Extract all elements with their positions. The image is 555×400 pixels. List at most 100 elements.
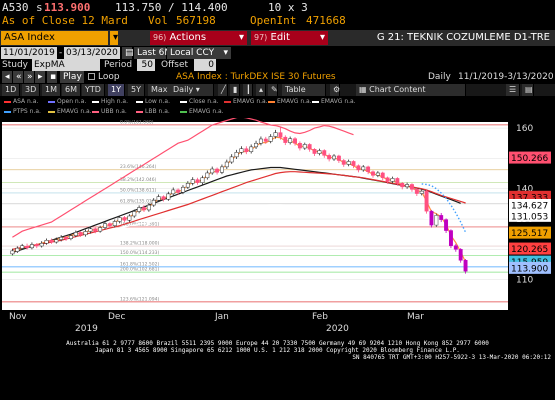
settings-icon[interactable]: ⚙ bbox=[330, 84, 340, 96]
legend-label: EMAVG n.a. bbox=[233, 98, 268, 105]
legend-item[interactable]: EMAVG n.a. bbox=[48, 107, 92, 116]
loop-checkbox[interactable]: Loop bbox=[88, 71, 120, 83]
study-select[interactable]: ExpMA bbox=[32, 59, 100, 71]
candle-body bbox=[366, 166, 371, 172]
currency-select[interactable]: Local CCY ▾ bbox=[167, 47, 231, 59]
candle-body bbox=[122, 217, 127, 221]
candle-body bbox=[405, 184, 410, 188]
legend-swatch bbox=[92, 100, 99, 103]
candle-body bbox=[239, 148, 244, 153]
draw-tool-icon[interactable]: ✎ bbox=[268, 84, 278, 96]
step-back-icon[interactable]: « bbox=[13, 71, 23, 83]
candle-body bbox=[463, 260, 468, 272]
legend-item[interactable]: UBB n.a. bbox=[92, 107, 127, 116]
legend-label: EMAVG n.a. bbox=[321, 98, 356, 105]
tab-max[interactable]: Max bbox=[148, 84, 172, 96]
candle-body bbox=[117, 217, 122, 222]
actions-label: Actions bbox=[169, 32, 207, 43]
candle-body bbox=[229, 156, 234, 163]
price-tag bbox=[509, 242, 551, 255]
legend-item[interactable]: LBB n.a. bbox=[136, 107, 170, 116]
edit-menu[interactable]: 97) Edit ▾ bbox=[251, 31, 328, 45]
candle-body bbox=[107, 223, 112, 226]
line-chart-icon[interactable]: ╱ bbox=[218, 84, 228, 96]
price-chart[interactable]: 0.0%(161.060) 23.6%(146.264) 38.2%(142.046… bbox=[0, 116, 555, 328]
legend-item[interactable]: EMAVG n.a. bbox=[312, 97, 356, 106]
period-label: Period bbox=[104, 60, 133, 70]
candle-body bbox=[78, 232, 83, 236]
price-tag-label: 134.627 bbox=[511, 202, 548, 212]
fib-level-label: 50.0%(138.611) bbox=[120, 187, 157, 193]
candle-chart-icon[interactable]: ┃ bbox=[243, 84, 253, 96]
quote-subheader: As of Close 12 Mard Vol 567198 OpenInt 4… bbox=[0, 14, 555, 28]
toolbar: ASA Index ▾ 96) Actions ▾ 97) Edit ▾ G 2… bbox=[0, 30, 555, 46]
x-month-label: Mar bbox=[407, 312, 424, 322]
legend-swatch bbox=[4, 110, 11, 113]
legend-item[interactable]: EMAVG n.a. bbox=[180, 107, 224, 116]
tab-6m[interactable]: 6M bbox=[62, 84, 81, 96]
tab-ytd[interactable]: YTD bbox=[82, 84, 105, 96]
price-tag-label: 120.265 bbox=[511, 245, 548, 255]
chart-menu-icon[interactable]: ☰ bbox=[506, 84, 520, 96]
candle-body bbox=[93, 228, 98, 232]
offset-label: Offset bbox=[161, 60, 189, 70]
rewind-icon[interactable]: ◂ bbox=[2, 71, 12, 83]
period-input[interactable]: 50 bbox=[137, 59, 155, 71]
candle-body bbox=[336, 155, 341, 161]
legend-item[interactable]: Open n.a. bbox=[48, 97, 86, 106]
mountain-chart-icon[interactable]: ▴ bbox=[256, 84, 266, 96]
legend-item[interactable]: PTPS n.a. bbox=[4, 107, 41, 116]
candle-body bbox=[39, 243, 44, 247]
legend-item[interactable]: Low n.a. bbox=[136, 97, 170, 106]
tab-bar: 1D 3D 1M 6M YTD 1Y 5Y Max Daily ▾ ╱ ▮ ┃ … bbox=[0, 84, 555, 96]
security-dropdown-icon[interactable]: ▾ bbox=[110, 31, 118, 45]
candle-body bbox=[346, 161, 351, 165]
tab-1y[interactable]: 1Y bbox=[108, 84, 125, 96]
legend-item[interactable]: High n.a. bbox=[92, 97, 128, 106]
frequency-dropdown[interactable]: Daily ▾ bbox=[170, 84, 214, 96]
pause-icon[interactable]: ▪ bbox=[47, 71, 57, 83]
candle-body bbox=[288, 138, 293, 143]
legend-item[interactable]: Close n.a. bbox=[180, 97, 219, 106]
chevron-down-icon: ▾ bbox=[319, 32, 325, 43]
candle-body bbox=[15, 247, 20, 252]
tab-5y[interactable]: 5Y bbox=[128, 84, 145, 96]
chevron-down-icon: ▾ bbox=[223, 48, 228, 58]
legend-swatch bbox=[136, 110, 143, 113]
chart-content-button[interactable]: ▦ Chart Content bbox=[356, 84, 466, 96]
candle-body bbox=[414, 189, 419, 194]
candle-body bbox=[29, 244, 34, 249]
step-forward-icon[interactable]: » bbox=[24, 71, 34, 83]
y-tick-label: 140 bbox=[516, 185, 533, 195]
tab-1m[interactable]: 1M bbox=[42, 84, 61, 96]
period-select[interactable]: Last 6M bbox=[134, 47, 172, 59]
candle-body bbox=[444, 219, 449, 231]
candle-body bbox=[98, 227, 103, 232]
fib-level-label: 161.8%(112.502) bbox=[120, 261, 160, 267]
tab-1d[interactable]: 1D bbox=[2, 84, 21, 96]
candle-body bbox=[268, 136, 273, 142]
table-button[interactable]: Table bbox=[282, 84, 326, 96]
candle-body bbox=[83, 231, 88, 236]
offset-input[interactable]: 0 bbox=[194, 59, 216, 71]
legend-item[interactable]: EMAVG n.a. bbox=[268, 97, 312, 106]
legend-item[interactable]: ASA n.a. bbox=[4, 97, 38, 106]
play-button[interactable]: Play bbox=[60, 71, 84, 83]
candle-body bbox=[34, 244, 39, 247]
calendar-icon[interactable]: ▤ bbox=[122, 47, 134, 59]
fib-level-label: 23.6%(146.264) bbox=[120, 164, 157, 170]
forward-icon[interactable]: ▸ bbox=[35, 71, 45, 83]
candle-body bbox=[244, 148, 249, 152]
chart-legend-icon[interactable]: ▤ bbox=[522, 84, 534, 96]
quote-header: A530 s 113.900 113.750 / 114.400 10 x 3 bbox=[0, 1, 555, 15]
bar-chart-icon[interactable]: ▮ bbox=[230, 84, 240, 96]
overlay-line-ubb bbox=[12, 116, 354, 238]
candle-body bbox=[20, 245, 25, 249]
end-date-input[interactable]: 03/13/2020 bbox=[64, 47, 120, 59]
security-input[interactable]: ASA Index bbox=[1, 31, 108, 45]
legend-label: UBB n.a. bbox=[101, 108, 127, 115]
tab-3d[interactable]: 3D bbox=[22, 84, 41, 96]
actions-menu[interactable]: 96) Actions ▾ bbox=[150, 31, 247, 45]
start-date-input[interactable]: 11/01/2019 bbox=[1, 47, 57, 59]
legend-item[interactable]: EMAVG n.a. bbox=[224, 97, 268, 106]
